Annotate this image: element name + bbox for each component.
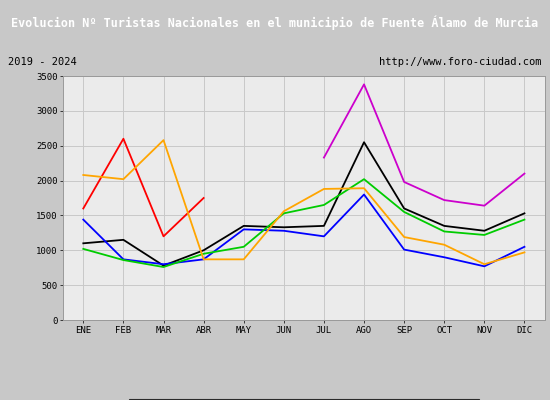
Text: Evolucion Nº Turistas Nacionales en el municipio de Fuente Álamo de Murcia: Evolucion Nº Turistas Nacionales en el m… (12, 16, 538, 30)
Text: 2019 - 2024: 2019 - 2024 (8, 57, 77, 67)
Legend: 2024, 2023, 2022, 2021, 2020, 2019: 2024, 2023, 2022, 2021, 2020, 2019 (129, 399, 479, 400)
Text: http://www.foro-ciudad.com: http://www.foro-ciudad.com (379, 57, 542, 67)
